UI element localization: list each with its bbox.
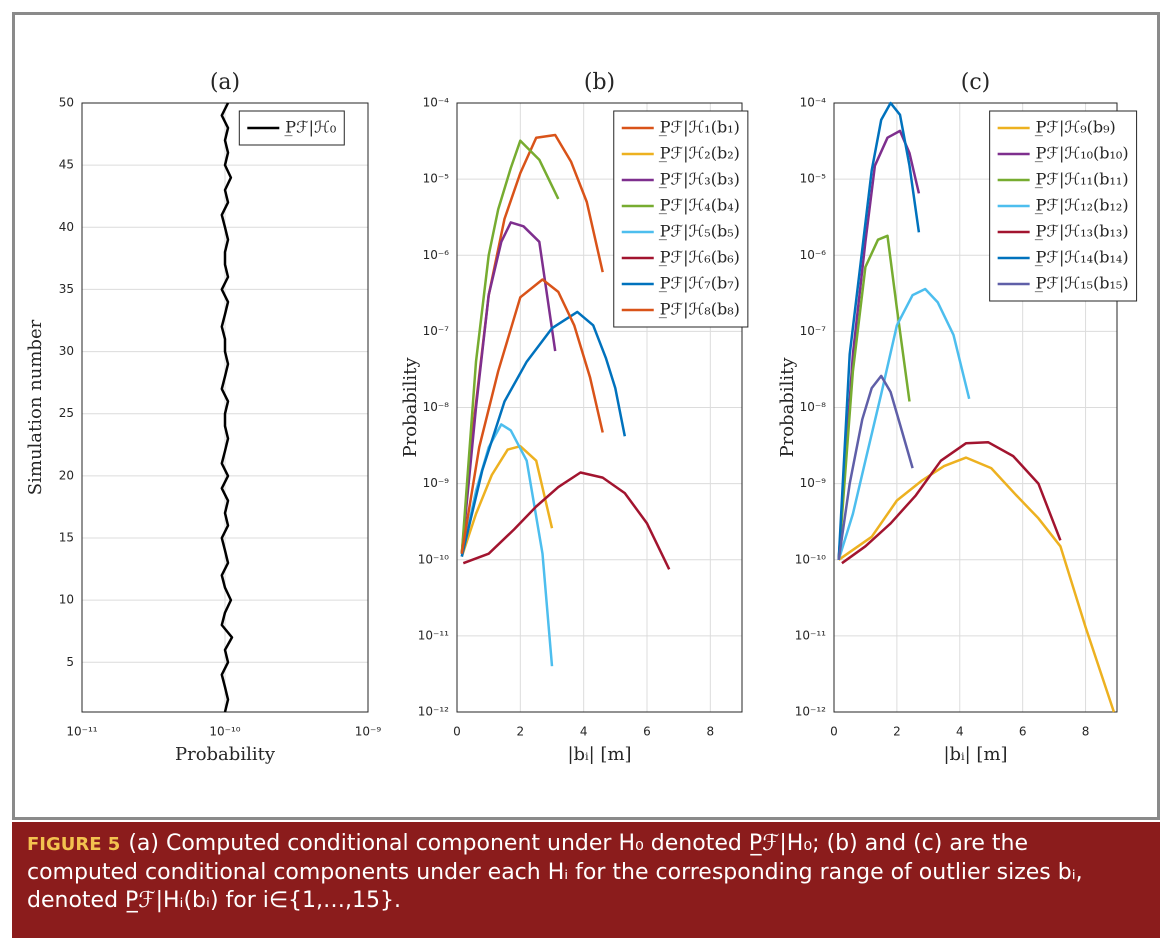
x-tick-label: 4 [956, 725, 964, 739]
legend-label: P̲ℱ|ℋ₀ [284, 118, 336, 137]
y-tick-label: 35 [59, 282, 74, 296]
x-tick-label: 8 [707, 725, 715, 739]
y-tick-label: 10⁻¹⁰ [418, 552, 449, 566]
y-tick-label: 10⁻⁴ [800, 96, 827, 110]
y-tick-label: 25 [59, 406, 74, 420]
x-axis-label: |bᵢ| [m] [567, 744, 631, 765]
series-line [460, 221, 557, 554]
x-tick-label: 6 [1019, 725, 1027, 739]
y-tick-label: 10⁻¹¹ [795, 628, 826, 642]
legend-label: P̲ℱ|ℋ₁₄(b₁₄) [1035, 248, 1129, 267]
x-tick-label: 0 [453, 725, 461, 739]
y-tick-label: 10⁻⁹ [423, 476, 450, 490]
axes-box [456, 102, 743, 713]
legend-label: P̲ℱ|ℋ₆(b₆) [659, 248, 740, 267]
y-tick-label: 10⁻⁸ [800, 400, 827, 414]
y-axis-label: Probability [400, 357, 421, 458]
legend-label: P̲ℱ|ℋ₁₀(b₁₀) [1035, 144, 1129, 163]
legend-label: P̲ℱ|ℋ₁₁(b₁₁) [1035, 170, 1129, 189]
y-tick-label: 10⁻¹¹ [418, 628, 449, 642]
x-tick-label: 2 [517, 725, 525, 739]
caption-label: FIGURE 5 [27, 834, 121, 855]
y-axis-label: Simulation number [25, 319, 46, 495]
y-tick-label: 10⁻¹² [795, 705, 826, 719]
legend-label: P̲ℱ|ℋ₄(b₄) [659, 196, 740, 215]
y-tick-label: 10⁻⁶ [800, 248, 827, 262]
series-line [837, 129, 921, 560]
y-tick-label: 10⁻¹⁰ [795, 552, 826, 566]
x-tick-label: 2 [893, 725, 901, 739]
figure: 10⁻¹¹ 10⁻¹⁰ 10⁻⁹5101520253035404550(a)Prob… [25, 70, 1138, 765]
legend-label: P̲ℱ|ℋ₁₃(b₁₃) [1035, 222, 1129, 241]
legend-label: P̲ℱ|ℋ₁₂(b₁₂) [1035, 196, 1129, 215]
x-tick-label: 6 [643, 725, 651, 739]
y-tick-label: 10 [59, 593, 74, 607]
x-axis-label: Probability [175, 744, 276, 765]
y-tick-label: 30 [59, 344, 74, 358]
y-tick-label: 40 [59, 220, 74, 234]
series-line [841, 440, 1062, 565]
y-tick-label: 50 [59, 96, 74, 110]
x-tick-label: 8 [1082, 725, 1090, 739]
legend-label: P̲ℱ|ℋ₁₅(b₁₅) [1035, 274, 1129, 293]
x-tick-label: 10⁻¹⁰ [209, 725, 240, 739]
series-line [837, 101, 921, 560]
y-tick-label: 15 [59, 531, 74, 545]
legend: P̲ℱ|ℋ₀ [238, 110, 345, 146]
legend-box [613, 110, 749, 328]
legend-label: P̲ℱ|ℋ₃(b₃) [659, 170, 740, 189]
y-axis-label: Probability [777, 357, 798, 458]
chart-title: (a) [210, 70, 240, 95]
x-tick-label: 10⁻⁹ [355, 725, 382, 739]
x-tick-label: 4 [580, 725, 588, 739]
y-tick-label: 20 [59, 468, 74, 482]
y-tick-label: 10⁻⁶ [423, 248, 450, 262]
y-tick-label: 10⁻¹² [418, 705, 449, 719]
legend-label: P̲ℱ|ℋ₇(b₇) [659, 274, 740, 293]
legend-label: P̲ℱ|ℋ₁(b₁) [659, 118, 740, 137]
series-line [460, 444, 554, 557]
series-line [837, 374, 914, 560]
legend-label: P̲ℱ|ℋ₈(b₈) [659, 300, 740, 319]
series-line [220, 102, 234, 713]
figure-frame [12, 12, 1160, 820]
series-line [837, 287, 971, 561]
y-tick-label: 10⁻⁷ [800, 324, 827, 338]
y-tick-label: 10⁻⁷ [423, 324, 450, 338]
y-tick-label: 10⁻⁵ [423, 172, 450, 186]
series-line [460, 310, 627, 557]
y-tick-label: 10⁻⁴ [423, 96, 450, 110]
y-tick-label: 5 [66, 655, 74, 669]
legend-label: P̲ℱ|ℋ₉(b₉) [1035, 118, 1116, 137]
y-tick-label: 10⁻⁹ [800, 476, 827, 490]
axes-box [833, 102, 1118, 713]
x-tick-label: 10⁻¹¹ [66, 725, 97, 739]
series-line [462, 471, 671, 570]
series-line [460, 139, 560, 554]
chart-title: (c) [961, 70, 991, 95]
y-tick-label: 45 [59, 158, 74, 172]
chart-title: (b) [584, 70, 615, 95]
legend-label: P̲ℱ|ℋ₂(b₂) [659, 144, 740, 163]
y-tick-label: 10⁻⁸ [423, 400, 450, 414]
caption-text: (a) Computed conditional component under… [27, 831, 1083, 914]
series-line [460, 278, 604, 554]
x-axis-label: |bᵢ| [m] [943, 744, 1007, 765]
legend-label: P̲ℱ|ℋ₅(b₅) [659, 222, 740, 241]
legend: P̲ℱ|ℋ₉(b₉) P̲ℱ|ℋ₁₀(b₁₀) P̲ℱ|ℋ₁₁(b₁₁) P̲ℱ|ℋ₁… [989, 110, 1138, 302]
x-tick-label: 0 [830, 725, 838, 739]
caption: FIGURE 5 (a) Computed conditional compone… [12, 822, 1160, 938]
series-line [837, 234, 911, 560]
legend: P̲ℱ|ℋ₁(b₁) P̲ℱ|ℋ₂(b₂) P̲ℱ|ℋ₃(b₃) P̲ℱ|ℋ₄(b₄)… [613, 110, 749, 328]
series-line [837, 456, 1116, 713]
y-tick-label: 10⁻⁵ [800, 172, 827, 186]
